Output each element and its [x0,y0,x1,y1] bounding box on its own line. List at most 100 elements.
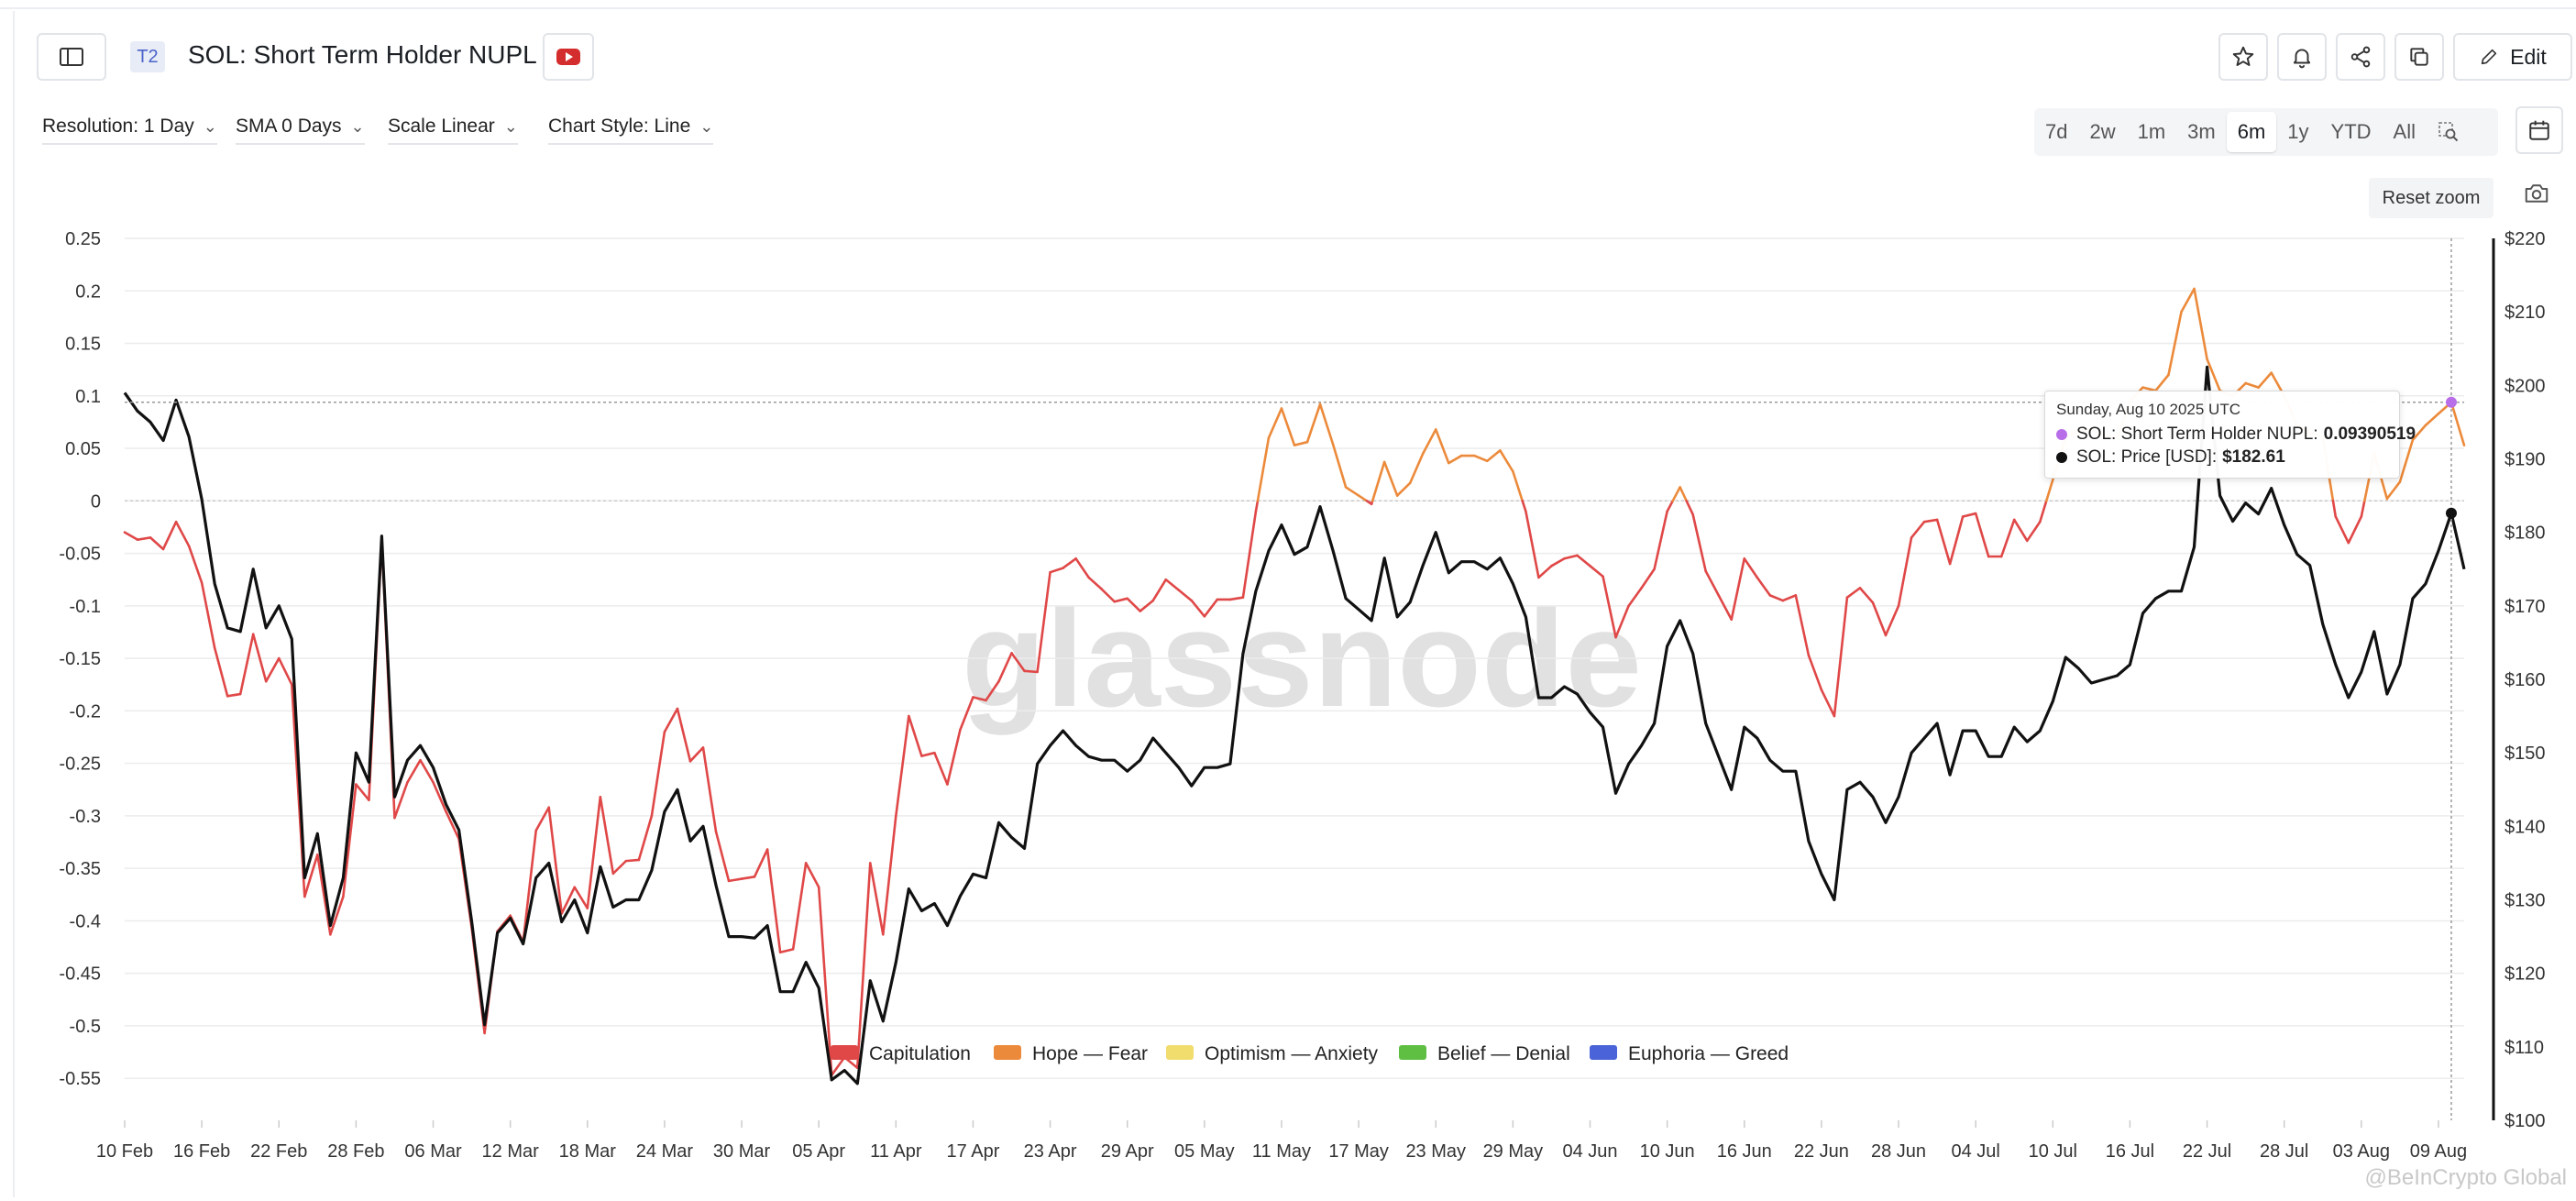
favorite-button[interactable] [2218,33,2268,81]
nupl-segment [727,877,743,883]
nupl-segment [2424,412,2440,427]
nupl-segment [1521,500,1527,513]
range-7d[interactable]: 7d [2045,120,2068,143]
nupl-segment [676,707,692,763]
legend: Capitulation Hope — Fear Optimism — Anxiet… [831,1043,1789,1064]
screenshot-button[interactable] [2523,182,2550,210]
nupl-segment [1139,599,1155,612]
range-1y[interactable]: 1y [2287,120,2309,143]
sidebar-toggle-button[interactable] [37,33,106,81]
edit-button[interactable]: Edit [2453,33,2572,81]
nupl-segment [1910,520,1926,539]
nupl-segment [534,806,551,832]
nupl-segment [1395,481,1412,497]
nupl-segment [804,862,820,889]
nupl-segment [1023,669,1039,674]
y-left-tick-label: 0.05 [65,439,101,459]
nupl-dot [2056,429,2067,440]
nupl-segment [933,751,949,786]
nupl-segment [419,758,435,784]
chart-card [13,11,2572,1197]
date-picker-button[interactable] [2515,106,2563,154]
x-tick-label: 23 May [1405,1141,1466,1162]
nupl-segment [1318,402,1335,446]
nupl-segment [1685,500,1694,516]
nupl-segment [908,714,923,757]
nupl-segment [1408,452,1425,485]
y-right-tick-label: $110 [2504,1038,2544,1058]
nupl-segment [753,848,769,878]
page-title: SOL: Short Term Holder NUPL [188,40,537,69]
nupl-segment [329,895,345,936]
legend-label: Hope — Fear [1032,1043,1148,1064]
nupl-segment [1730,556,1746,622]
zoom-select-button[interactable] [2427,112,2471,152]
nupl-segment [765,848,782,954]
nupl-segment [817,886,833,1077]
nupl-segment [342,783,358,898]
resolution-dropdown[interactable]: Resolution: 1 Day ⌄ [42,116,217,145]
tooltip-price-value: $182.61 [2222,447,2285,467]
nupl-segment [251,633,268,683]
scale-label: Scale Linear [388,116,495,137]
nupl-segment [895,714,910,818]
reset-zoom-button[interactable]: Reset zoom [2369,178,2493,218]
range-1m[interactable]: 1m [2137,120,2166,143]
duplicate-button[interactable] [2394,33,2444,81]
youtube-button[interactable] [543,33,594,81]
y-left-tick-label: -0.15 [59,649,101,669]
range-ytd[interactable]: YTD [2330,120,2372,143]
nupl-segment [226,692,242,698]
nupl-segment [1961,512,1977,518]
nupl-segment [946,728,962,786]
range-6m[interactable]: 6m [2226,112,2277,152]
y-left-tick-label: -0.1 [70,597,101,617]
nupl-segment [920,751,936,757]
nupl-segment [1974,512,1990,558]
nupl-segment [1871,601,1888,637]
tier-badge: T2 [130,41,165,72]
range-2w[interactable]: 2w [2089,120,2116,143]
sma-dropdown[interactable]: SMA 0 Days ⌄ [236,116,365,145]
nupl-segment [599,795,615,876]
nupl-segment [1241,510,1258,599]
pencil-icon [2482,49,2497,65]
nupl-segment [547,806,564,915]
nupl-segment [1948,515,1965,566]
range-3m[interactable]: 3m [2187,120,2216,143]
y-right-tick-label: $130 [2504,891,2546,911]
nupl-segment [586,795,602,909]
alert-button[interactable] [2277,33,2327,81]
scale-dropdown[interactable]: Scale Linear ⌄ [388,116,518,145]
x-tick-label: 28 Jun [1871,1141,1926,1162]
share-button[interactable] [2336,33,2385,81]
nupl-segment [123,531,139,541]
calendar-icon [2529,120,2549,140]
sma-label: SMA 0 Days [236,116,342,137]
nupl-segment [2012,518,2029,543]
nupl-segment [1486,449,1502,463]
x-tick-label: 10 Jun [1640,1141,1695,1162]
price-series [123,365,2466,1085]
range-all[interactable]: All [2393,120,2416,143]
nupl-segment [2244,381,2260,389]
chart-style-dropdown[interactable]: Chart Style: Line ⌄ [548,116,714,145]
resolution-label: Resolution: 1 Day [42,116,194,137]
nupl-segment [1845,587,1862,599]
y-right-tick-label: $220 [2504,229,2546,249]
nupl-segment [2038,500,2048,523]
nupl-segment [1614,604,1630,639]
nupl-segment [1254,500,1260,513]
nupl-segment [624,858,641,863]
nupl-segment [1743,556,1759,579]
x-tick-label: 22 Jul [2183,1141,2231,1162]
nupl-segment [161,520,178,551]
y-left-tick-label: -0.4 [70,911,101,931]
x-axis: 10 Feb 16 Feb 22 Feb 28 Feb 06 Mar 12 Mar 18 M… [96,1120,2467,1162]
x-tick-label: 11 May [1252,1141,1311,1162]
nupl-segment [1691,512,1708,573]
nupl-segment [1666,500,1675,513]
nupl-segment [2398,438,2415,483]
nupl-segment [1499,449,1514,473]
